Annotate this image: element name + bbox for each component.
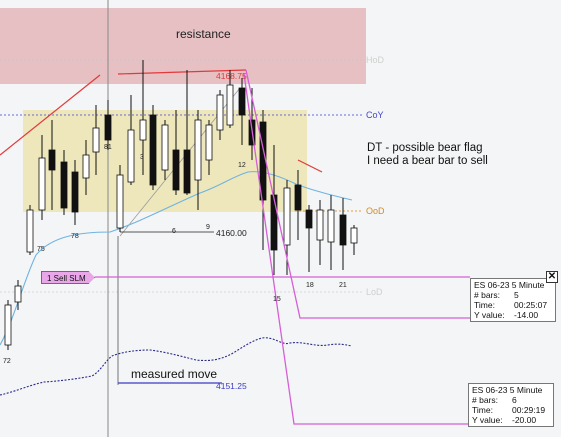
comment-line-2: I need a bear bar to sell [367,155,488,167]
bull-candle-body [161,124,169,171]
bull-candle-body [92,127,100,153]
bear-candle-body [48,149,56,171]
info-bars-label: # bars: [474,290,500,300]
bar-number-label: 12 [238,162,246,169]
projection-line-2 [243,73,468,425]
info-time-value: 00:25:07 [514,300,548,310]
resistance-label: resistance [176,27,231,41]
indicator-dotted-line [0,337,353,396]
bear-candle-body [172,149,180,191]
bar-number-label: 81 [104,144,112,151]
bear-candle-body [149,114,157,186]
bull-candle-body [194,119,202,181]
bull-candle-body [38,157,46,211]
info-time-label: Time: [472,405,493,415]
bull-candle-body [14,285,22,303]
bar-number-label: 9 [206,224,210,231]
bull-candle-body [139,119,147,141]
bear-candle-body [238,87,246,116]
bear-candle-body [71,171,79,213]
hod-label: HoD [366,55,385,65]
bear-candle-body [305,209,313,229]
resistance-zone [0,8,366,84]
resistance-top-line [117,69,247,75]
bull-candle-body [26,209,34,253]
info-bars-value: 5 [514,290,519,300]
info-title: ES 06-23 5 Minute [472,385,543,395]
measured-move-label: measured move [131,367,218,381]
info-yvalue-label: Y value: [472,415,503,425]
bear-candle-body [104,114,112,141]
lod-label: LoD [366,287,383,297]
flag-low-price-label: 4160.00 [216,228,247,238]
bull-candle-body [350,227,358,244]
coy-label: CoY [366,110,384,120]
bar-number-label: 72 [3,358,11,365]
measurement-info-box-1: ES 06-23 5 Minute # bars: 5 Time: 00:25:07… [470,278,556,322]
bull-candle-body [82,154,90,179]
bull-trend-line [0,74,101,156]
bear-candle-body [339,214,347,246]
bar-number-label: 6 [172,228,176,235]
bull-candle-body [205,124,213,161]
bar-number-label: 21 [339,282,347,289]
bull-candle-body [116,174,124,229]
ood-label: OoD [366,206,385,216]
bear-trend-line [297,159,323,173]
info-bars-label: # bars: [472,395,498,405]
projection-line-1 [245,69,470,319]
bear-candle-body [294,184,302,211]
bar-number-label: 75 [37,246,45,253]
bull-candle-body [283,187,291,246]
info-bars-value: 6 [512,395,517,405]
measurement-info-box-2: ES 06-23 5 Minute # bars: 6 Time: 00:29:19… [468,383,554,427]
bull-candle-body [216,94,224,131]
bull-candle-body [127,129,135,183]
info-title: ES 06-23 5 Minute [474,280,545,290]
bull-candle-body [316,209,324,241]
comment-line-1: DT - possible bear flag [367,142,483,154]
info-yvalue-label: Y value: [474,310,505,320]
bull-candle-body [327,209,335,243]
info-time-label: Time: [474,300,495,310]
info-time-value: 00:29:19 [512,405,546,415]
close-icon[interactable]: ✕ [546,271,558,283]
info-yvalue-value: -20.00 [512,415,537,425]
resistance-price-label: 4168.75 [216,71,247,81]
bull-candle-body [226,84,234,126]
measured-move-price-label: 4151.25 [216,381,247,391]
info-yvalue-value: -14.00 [514,310,539,320]
bar-number-label: 15 [273,296,281,303]
bull-candle-body [4,304,12,346]
bear-candle-body [270,194,278,251]
sell-order-tag[interactable]: 1 Sell SLM [41,271,95,284]
bear-candle-body [60,161,68,209]
bar-number-label: 3 [140,154,144,161]
bear-candle-body [183,149,191,194]
bar-number-label: 78 [71,233,79,240]
bar-number-label: 18 [306,282,314,289]
